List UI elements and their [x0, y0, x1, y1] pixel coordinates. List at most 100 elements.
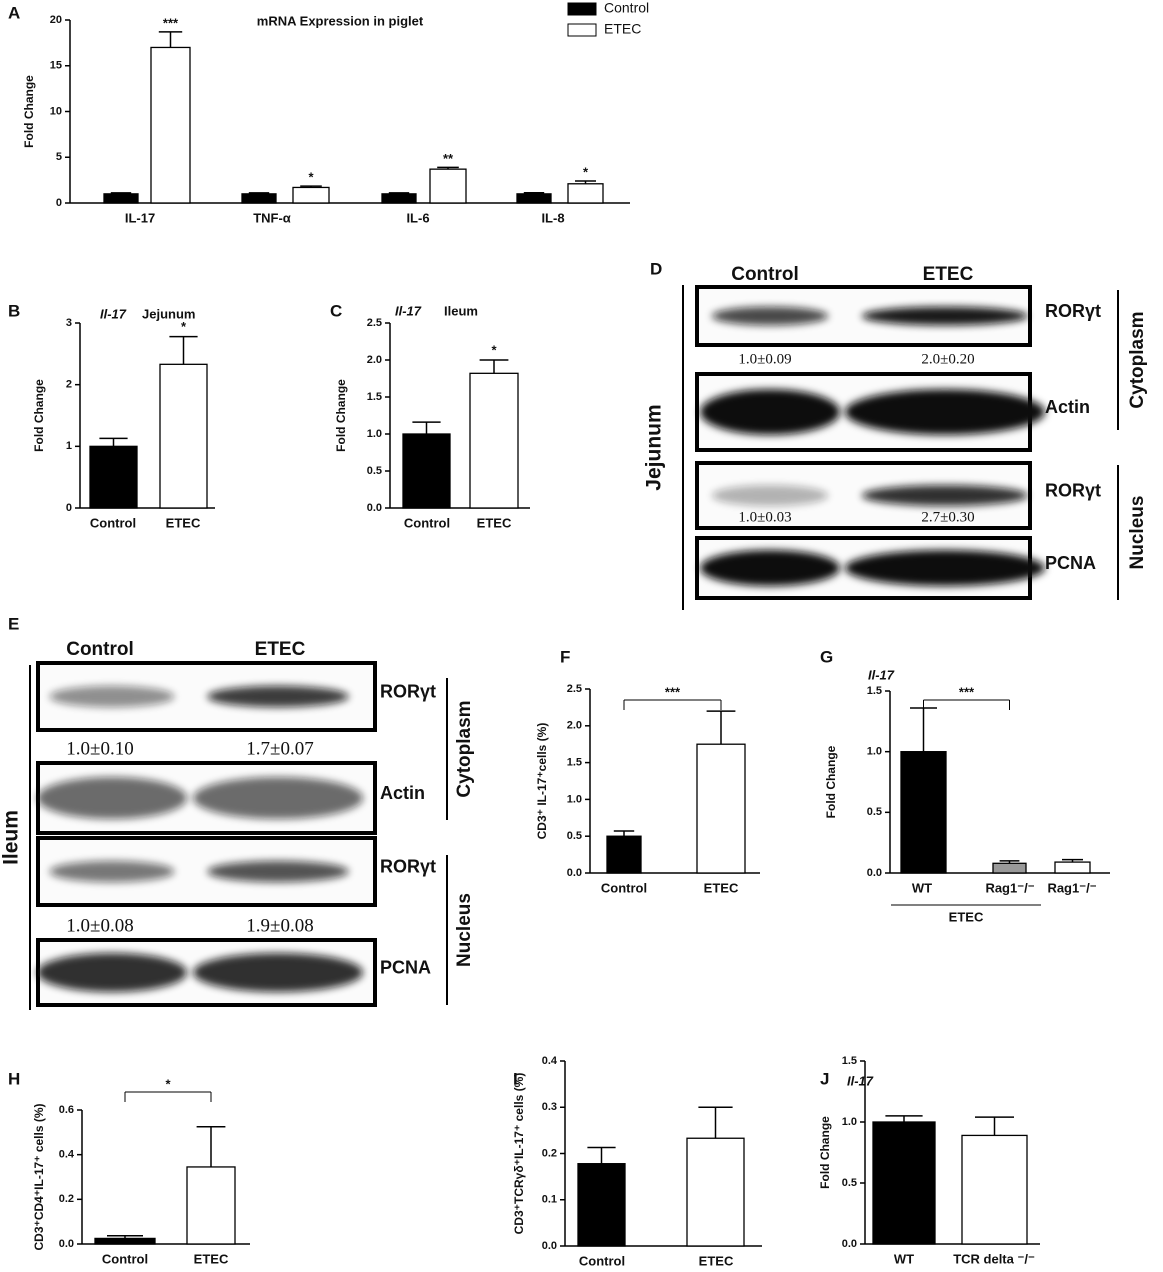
blot-column: ETEC: [255, 639, 306, 660]
blot-band: [37, 953, 187, 992]
error-bar: [706, 710, 736, 745]
blot-column: Control: [66, 639, 134, 660]
y-tick-label: 0.2: [59, 1193, 74, 1205]
error-bar: [300, 185, 322, 188]
error-bar: [99, 437, 128, 447]
y-tick-label: 1.5: [567, 757, 582, 769]
blot-column: Control: [731, 264, 799, 285]
blot-row-label: PCNA: [1045, 553, 1096, 573]
significance: *: [308, 170, 314, 185]
y-tick-label: 0.0: [842, 1238, 857, 1250]
y-axis-label: CD3⁺ IL-17⁺cells (%): [535, 723, 549, 840]
blot-quant: 1.7±0.07: [246, 738, 313, 759]
bar: [150, 46, 191, 204]
y-tick-label: 0.3: [542, 1101, 557, 1113]
error-bar: [158, 31, 183, 48]
blot-band: [861, 306, 1029, 326]
bar: [1054, 861, 1091, 874]
y-tick-label: 15: [50, 60, 62, 72]
y-axis-label: Fold Change: [334, 379, 348, 452]
panel-label: H: [8, 1069, 20, 1088]
compartment-label: Cytoplasm: [454, 700, 475, 797]
y-axis-label: CD3⁺TCRγδ⁺IL-17⁺ cells (%): [512, 1073, 526, 1235]
bar: [469, 372, 519, 509]
blot-band: [37, 777, 187, 819]
x-tick-label: Control: [404, 515, 450, 530]
x-tick-label: IL-6: [406, 210, 429, 225]
bar: [292, 186, 330, 204]
y-tick-label: 1.0: [867, 746, 882, 758]
y-tick-label: 1.5: [867, 685, 882, 697]
group-label: ETEC: [949, 909, 984, 924]
y-tick-label: 2.0: [367, 354, 382, 366]
error-bar: [885, 1115, 923, 1122]
error-bar: [412, 421, 441, 434]
bar: [241, 193, 277, 204]
y-tick-label: 0.1: [542, 1194, 557, 1206]
legend-label: Control: [604, 0, 649, 16]
bar: [992, 862, 1027, 874]
bar: [577, 1163, 626, 1247]
y-tick-label: 2: [66, 379, 72, 391]
error-bar: [999, 860, 1020, 864]
blot-quant: 2.0±0.20: [921, 351, 974, 367]
panel-label: D: [650, 259, 662, 278]
bar: [872, 1121, 936, 1245]
chart-title: Ileum: [444, 303, 478, 318]
blot-column: ETEC: [923, 264, 974, 285]
blot-quant: 1.0±0.03: [738, 509, 791, 525]
blot-band: [49, 685, 175, 708]
bar: [686, 1137, 745, 1247]
blot-row-label: PCNA: [380, 957, 431, 977]
x-tick-label: WT: [894, 1251, 914, 1266]
y-tick-label: 0.5: [567, 830, 582, 842]
x-tick-label: ETEC: [699, 1253, 734, 1268]
panel-label: I: [513, 1069, 518, 1088]
y-tick-label: 0.4: [542, 1055, 558, 1067]
compartment-label: Cytoplasm: [1127, 311, 1148, 408]
x-tick-label: Rag1⁻/⁻: [985, 880, 1034, 895]
x-tick-label: Control: [90, 515, 136, 530]
blot-row-label: Actin: [1045, 397, 1090, 417]
error-bar: [523, 192, 545, 194]
error-bar: [107, 1234, 143, 1239]
x-tick-label: Control: [601, 880, 647, 895]
x-tick-label: TNF-α: [253, 210, 291, 225]
bar: [696, 743, 746, 874]
y-axis-label: Fold Change: [22, 75, 36, 148]
bar: [103, 193, 139, 204]
legend-label: ETEC: [604, 21, 641, 37]
error-bar: [196, 1126, 226, 1167]
error-bar: [169, 335, 198, 365]
significance: **: [443, 151, 454, 166]
y-tick-label: 10: [50, 105, 62, 117]
bar: [900, 751, 947, 874]
bar: [429, 168, 467, 204]
significance: *: [181, 319, 187, 334]
blot-band: [845, 550, 1045, 586]
panel-label: C: [330, 301, 342, 320]
bar: [567, 183, 604, 204]
panel-label: A: [8, 3, 20, 22]
y-tick-label: 1.0: [367, 428, 382, 440]
y-tick-label: 2.5: [367, 317, 382, 329]
blot-band: [700, 550, 840, 586]
blot-row-label: RORγt: [1045, 480, 1101, 500]
gene-label: Il-17: [868, 667, 895, 682]
y-tick-label: 0.5: [867, 806, 882, 818]
y-tick-label: 1: [66, 440, 72, 452]
compartment-label: Nucleus: [1127, 496, 1148, 570]
significance: ***: [959, 684, 975, 699]
bar: [89, 445, 138, 509]
y-tick-label: 0.0: [867, 867, 882, 879]
blot-band: [845, 389, 1045, 435]
y-tick-label: 0: [66, 502, 72, 514]
blot-quant: 2.7±0.30: [921, 509, 974, 525]
blot-band: [700, 389, 840, 435]
x-tick-label: TCR delta ⁻/⁻: [953, 1251, 1035, 1266]
y-tick-label: 5: [56, 151, 62, 163]
bar: [186, 1166, 236, 1245]
x-tick-label: ETEC: [194, 1251, 229, 1266]
y-axis-label: Fold Change: [32, 379, 46, 452]
